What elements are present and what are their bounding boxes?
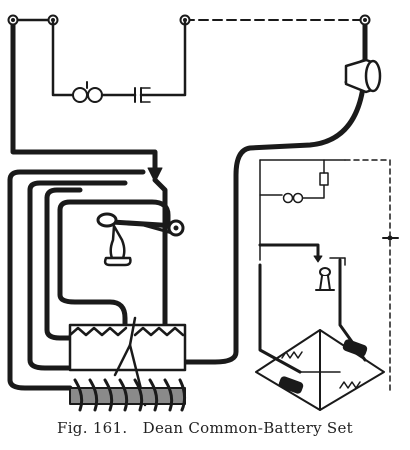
transmitter-icon — [315, 267, 335, 291]
circuit-diagram — [7, 14, 399, 412]
top-right-wire — [182, 17, 368, 365]
receiver-icon — [344, 58, 382, 94]
ringer-branch — [51, 18, 187, 103]
ringer-bells-icon — [72, 81, 103, 103]
transmitter-icon — [96, 212, 132, 267]
inner-wire-1 — [27, 187, 73, 371]
battery-cell-icon — [278, 339, 368, 394]
left-outer-wire — [7, 177, 73, 391]
induction-coil-icon — [68, 316, 187, 412]
top-left-wire — [10, 17, 158, 175]
inner-wire-3 — [57, 207, 128, 333]
condenser-icon — [319, 172, 329, 186]
main-circuit — [7, 167, 187, 412]
line-wires — [10, 17, 368, 365]
hook-arrow — [147, 167, 163, 183]
inner-wire-2 — [44, 195, 73, 341]
hook-switch-icon — [109, 219, 185, 237]
battery-circuit — [255, 159, 399, 411]
resistance-coil-icon — [281, 351, 361, 389]
ringer-bells-icon — [282, 192, 304, 204]
figure-caption: Fig. 161. Dean Common-Battery Set — [56, 419, 354, 437]
